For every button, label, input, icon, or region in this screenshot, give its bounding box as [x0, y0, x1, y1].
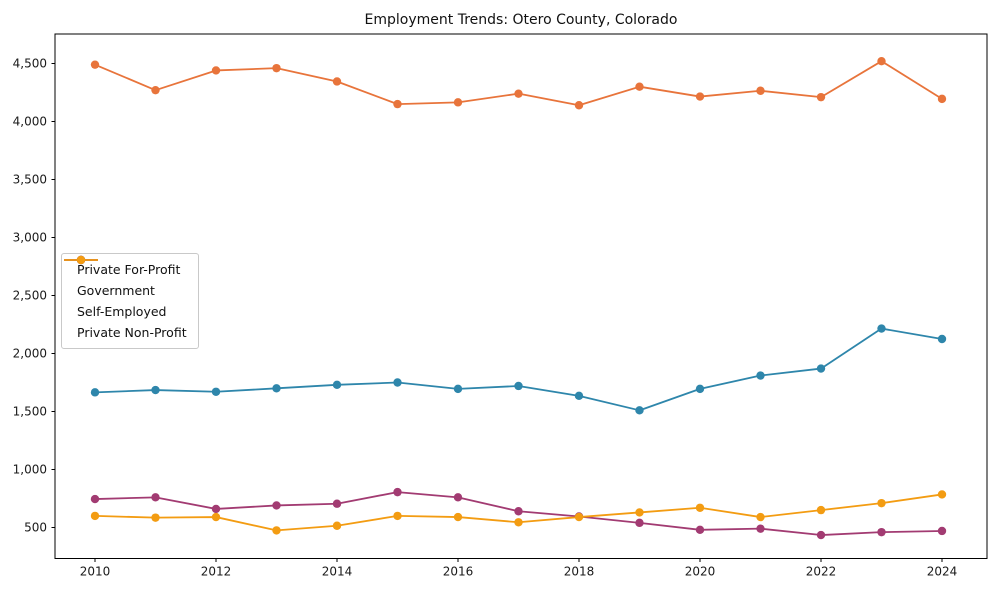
- x-tick-label: 2022: [806, 565, 837, 579]
- y-tick-label: 2,000: [13, 347, 47, 361]
- data-point-government: [272, 384, 281, 393]
- legend-item-government: Government: [64, 255, 187, 301]
- y-tick-label: 3,000: [13, 231, 47, 245]
- legend-label: Self-Employed: [77, 304, 167, 319]
- data-point-self-employed: [877, 527, 886, 537]
- data-point-private-non-profit: [332, 521, 342, 530]
- data-point-self-employed: [211, 504, 221, 514]
- data-point-private-for-profit: [695, 92, 705, 101]
- legend-line-marker-icon: [64, 255, 98, 265]
- data-point-self-employed: [90, 494, 100, 504]
- data-point-government: [332, 380, 342, 390]
- x-tick-label: 2016: [443, 565, 474, 579]
- data-point-government: [937, 334, 947, 344]
- data-point-private-for-profit: [514, 89, 523, 98]
- data-point-private-non-profit: [695, 503, 705, 512]
- data-point-self-employed: [695, 525, 705, 535]
- chart-title: Employment Trends: Otero County, Colorad…: [364, 12, 678, 28]
- data-point-government: [574, 391, 584, 401]
- x-tick-label: 2012: [201, 565, 232, 579]
- legend-item-self-employed: Self-Employed: [64, 255, 187, 322]
- y-tick-label: 2,500: [13, 289, 47, 303]
- data-point-private-for-profit: [574, 101, 584, 110]
- data-point-private-for-profit: [211, 66, 221, 75]
- x-tick-label: 2014: [322, 565, 353, 579]
- series-line-government: [94, 327, 943, 412]
- data-point-government: [756, 371, 765, 380]
- data-point-government: [453, 384, 463, 394]
- data-point-private-non-profit: [514, 518, 523, 527]
- data-point-private-for-profit: [756, 86, 765, 95]
- legend-label: Government: [77, 283, 155, 298]
- data-point-private-non-profit: [756, 512, 765, 522]
- data-point-private-for-profit: [393, 99, 402, 109]
- data-point-private-non-profit: [635, 508, 644, 517]
- legend-label: Private For-Profit: [77, 262, 181, 277]
- data-point-government: [90, 388, 100, 397]
- y-tick-label: 4,500: [13, 57, 47, 71]
- data-point-private-non-profit: [272, 526, 281, 535]
- data-point-private-non-profit: [151, 513, 160, 522]
- data-point-private-for-profit: [272, 63, 281, 73]
- data-point-private-non-profit: [393, 511, 402, 521]
- data-point-private-non-profit: [90, 511, 100, 521]
- data-point-government: [695, 384, 705, 394]
- data-point-private-for-profit: [816, 92, 826, 102]
- data-point-private-for-profit: [937, 94, 947, 104]
- data-point-private-for-profit: [151, 85, 160, 95]
- data-point-self-employed: [332, 499, 342, 508]
- data-point-private-for-profit: [877, 56, 886, 66]
- axes-border: [54, 33, 988, 559]
- data-point-private-non-profit: [574, 512, 584, 522]
- data-point-private-non-profit: [877, 498, 886, 508]
- data-point-self-employed: [514, 507, 523, 516]
- data-point-self-employed: [816, 530, 826, 540]
- y-tick-label: 500: [24, 521, 47, 535]
- x-tick-label: 2020: [685, 565, 716, 579]
- data-point-self-employed: [453, 493, 463, 502]
- x-tick-label: 2024: [927, 565, 958, 579]
- data-point-self-employed: [756, 524, 765, 533]
- data-point-private-for-profit: [635, 82, 644, 91]
- y-tick-label: 1,500: [13, 405, 47, 419]
- data-point-self-employed: [272, 501, 281, 510]
- data-point-government: [151, 385, 160, 395]
- data-point-government: [393, 378, 402, 387]
- x-tick-label: 2010: [80, 565, 111, 579]
- data-point-private-non-profit: [816, 505, 826, 515]
- series-line-private-for-profit: [94, 60, 943, 107]
- y-tick-label: 4,000: [13, 115, 47, 129]
- data-point-government: [514, 381, 523, 391]
- legend-label: Private Non-Profit: [77, 325, 187, 340]
- data-point-private-for-profit: [453, 98, 463, 107]
- data-point-self-employed: [151, 493, 160, 502]
- data-point-government: [877, 324, 886, 333]
- legend: Private For-Profit Government Self-Employe…: [61, 253, 199, 349]
- data-point-self-employed: [635, 518, 644, 528]
- y-tick-label: 1,000: [13, 463, 47, 477]
- data-point-self-employed: [393, 487, 402, 497]
- legend-item-private-non-profit: Private Non-Profit: [64, 255, 187, 343]
- data-point-government: [816, 364, 826, 373]
- data-point-private-for-profit: [90, 60, 100, 69]
- data-point-private-non-profit: [937, 490, 947, 499]
- data-point-government: [635, 406, 644, 415]
- x-tick-label: 2018: [564, 565, 595, 579]
- data-point-private-non-profit: [453, 512, 463, 522]
- data-point-government: [211, 387, 221, 396]
- data-point-private-non-profit: [211, 512, 221, 522]
- y-tick-label: 3,500: [13, 173, 47, 187]
- data-point-self-employed: [937, 526, 947, 536]
- data-point-private-for-profit: [332, 77, 342, 86]
